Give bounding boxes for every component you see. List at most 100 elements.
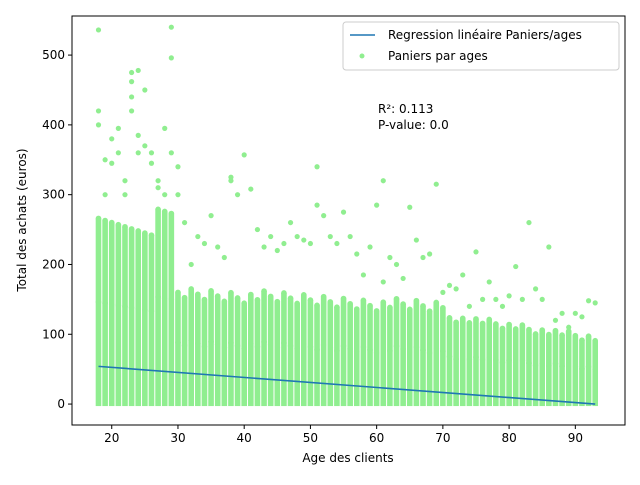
scatter-point	[254, 296, 261, 303]
scatter-point	[181, 342, 188, 349]
scatter-band	[201, 299, 208, 407]
scatter-point	[95, 215, 102, 222]
scatter-point	[135, 67, 141, 74]
scatter-point	[493, 321, 499, 327]
y-axis-ticks: 0 100 200 300 400 500	[42, 48, 72, 411]
scatter-point	[506, 293, 512, 299]
scatter-point	[115, 125, 121, 131]
scatter-point	[155, 185, 161, 191]
scatter-band	[115, 224, 122, 407]
regression-line	[98, 365, 596, 405]
scatter-band	[195, 294, 201, 407]
scatter-point	[539, 296, 545, 302]
x-tick-label: 40	[237, 431, 252, 445]
scatter-band	[360, 300, 367, 407]
scatter-point	[493, 296, 499, 302]
scatter-point	[321, 213, 327, 219]
scatter-point	[148, 160, 155, 166]
scatter-point	[129, 69, 135, 76]
scatter-band	[208, 290, 214, 407]
scatter-point	[579, 337, 585, 343]
scatter-point	[287, 343, 294, 349]
scatter-point	[506, 357, 512, 364]
scatter-point	[155, 294, 161, 300]
scatter-point	[433, 345, 440, 351]
scatter-point	[559, 332, 565, 338]
scatter-point	[347, 300, 353, 307]
scatter-band	[300, 294, 307, 407]
scatter-band	[532, 333, 539, 407]
scatter-point	[592, 337, 598, 344]
scatter-point	[446, 282, 453, 289]
scatter-band	[248, 294, 254, 407]
scatter-point	[466, 356, 473, 363]
scatter-point	[314, 302, 320, 309]
scatter-point	[221, 344, 228, 351]
scatter-band	[287, 298, 294, 407]
scatter-point	[241, 152, 247, 158]
scatter-point	[426, 308, 433, 314]
scatter-band	[493, 323, 499, 407]
scatter-point	[566, 324, 572, 330]
scatter-point	[128, 226, 135, 232]
scatter-point	[360, 272, 367, 278]
scatter-point	[300, 291, 307, 298]
scatter-point	[175, 164, 181, 170]
scatter-point	[248, 291, 254, 298]
scatter-point	[201, 240, 208, 247]
scatter-point	[268, 233, 274, 240]
scatter-band	[353, 309, 360, 407]
scatter-point	[294, 300, 300, 307]
scatter-point	[287, 219, 294, 226]
scatter-point	[552, 317, 559, 323]
legend-box	[342, 21, 620, 71]
scatter-point	[559, 310, 565, 316]
scatter-point	[241, 345, 247, 352]
scatter-band	[241, 303, 247, 407]
scatter-point	[214, 293, 221, 299]
stats-annotation: R²: 0.113 P-value: 0.0	[378, 102, 449, 132]
scatter-point	[248, 186, 254, 192]
scatter-point	[440, 304, 446, 311]
scatter-point	[433, 181, 439, 187]
scatter-point	[572, 332, 579, 339]
scatter-point	[367, 347, 373, 353]
scatter-point	[168, 210, 175, 217]
scatter-point	[433, 299, 440, 306]
scatter-point	[565, 361, 572, 367]
scatter-band	[426, 311, 433, 407]
scatter-point	[287, 295, 294, 302]
scatter-point	[221, 254, 227, 261]
scatter-band	[148, 235, 155, 407]
scatter-band	[406, 309, 413, 407]
scatter-point	[128, 304, 135, 311]
scatter-point	[294, 233, 300, 240]
scatter-band	[340, 298, 347, 407]
scatter-point	[228, 178, 234, 184]
scatter-point	[453, 286, 459, 292]
scatter-band	[108, 222, 115, 407]
scatter-band	[526, 329, 532, 407]
scatter-point	[102, 157, 108, 163]
scatter-point	[122, 178, 128, 184]
x-tick-label: 80	[501, 431, 516, 445]
scatter-point	[201, 343, 208, 350]
scatter-point	[95, 108, 102, 114]
scatter-band	[387, 307, 393, 407]
scatter-point	[373, 350, 380, 356]
scatter-band	[473, 318, 479, 407]
scatter-band	[579, 340, 585, 407]
scatter-point	[480, 296, 486, 302]
x-axis-label: Age des clients	[302, 451, 393, 465]
scatter-point	[221, 298, 228, 305]
scatter-point	[499, 359, 506, 366]
scatter-point	[473, 249, 479, 255]
x-tick-label: 90	[568, 431, 583, 445]
scatter-point	[314, 346, 320, 353]
scatter-point	[175, 289, 181, 296]
y-tick-label: 300	[42, 188, 65, 202]
x-tick-label: 60	[369, 431, 384, 445]
scatter-band	[95, 218, 102, 407]
scatter-point	[440, 348, 446, 354]
